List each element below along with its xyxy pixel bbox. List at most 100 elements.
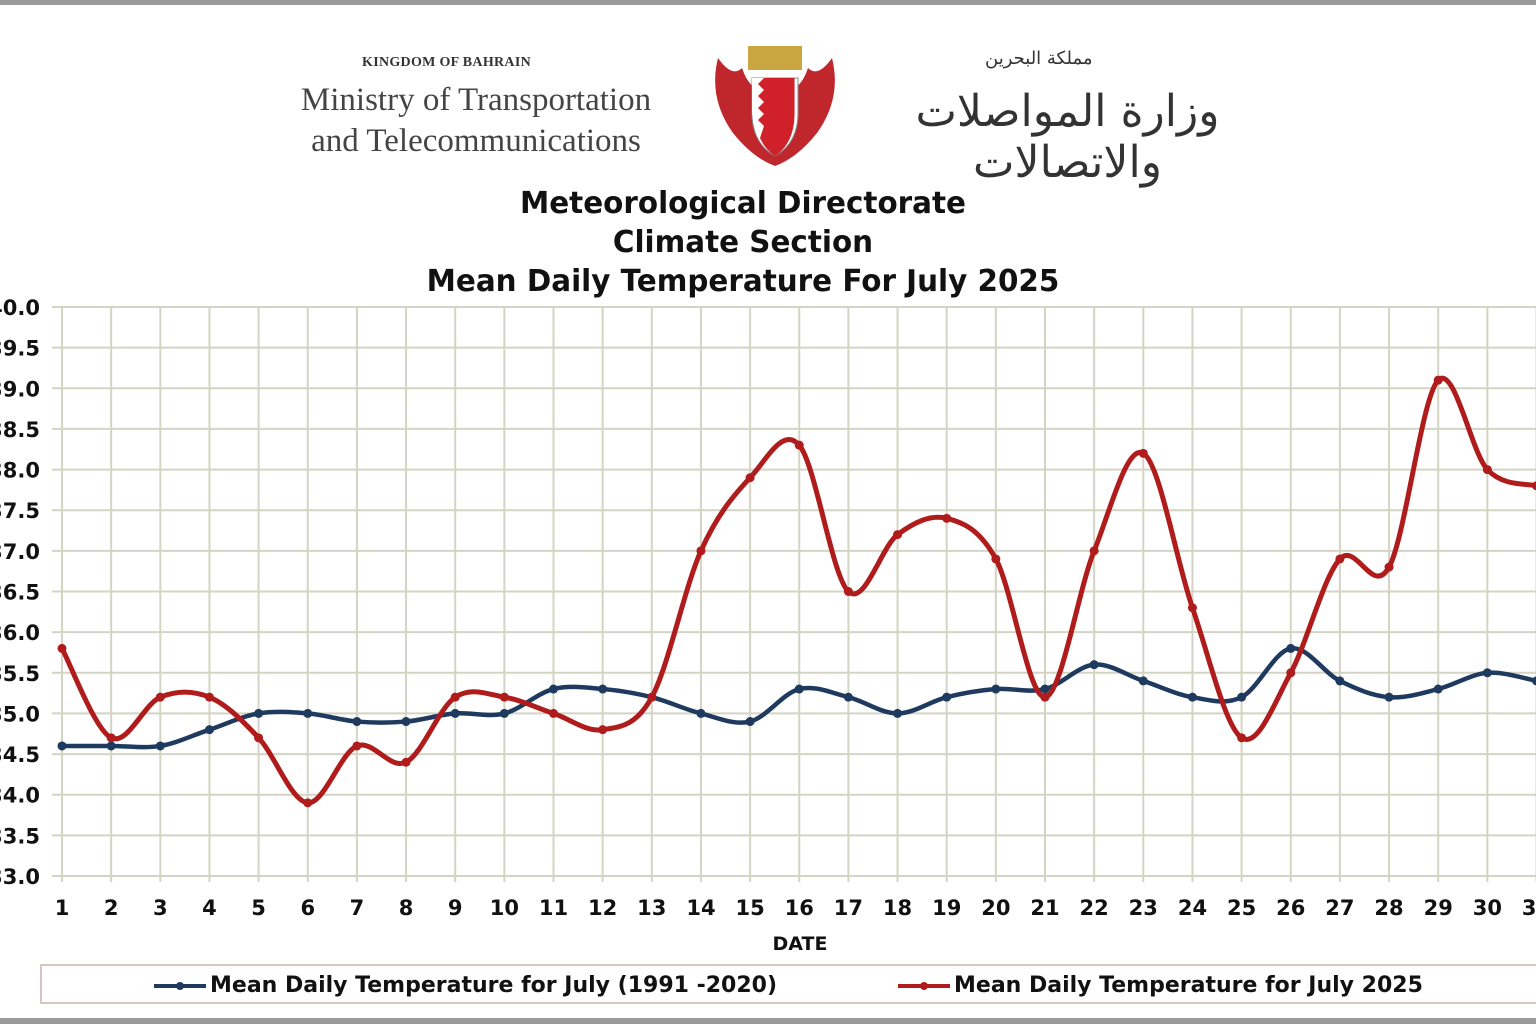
data-point-normal bbox=[696, 708, 706, 718]
x-tick-label: 5 bbox=[251, 896, 266, 920]
x-tick-label: 3 bbox=[153, 896, 168, 920]
data-point-normal bbox=[942, 692, 952, 702]
x-tick-label: 9 bbox=[448, 896, 463, 920]
data-point-2025 bbox=[696, 546, 706, 556]
data-point-2025 bbox=[450, 692, 460, 702]
data-point-normal bbox=[1286, 643, 1296, 653]
data-point-normal bbox=[1532, 676, 1536, 686]
y-tick-label: 38.5 bbox=[0, 418, 40, 442]
data-point-2025 bbox=[106, 733, 116, 743]
data-point-normal bbox=[843, 692, 853, 702]
x-tick-label: 6 bbox=[300, 896, 315, 920]
legend-label-2025: Mean Daily Temperature for July 2025 bbox=[954, 973, 1423, 998]
x-tick-label: 26 bbox=[1276, 896, 1305, 920]
data-point-normal bbox=[254, 708, 264, 718]
arabic-ministry-name: وزارة المواصلات والاتصالات bbox=[915, 86, 1220, 188]
data-point-normal bbox=[1138, 676, 1148, 686]
y-tick-label: 34.0 bbox=[0, 784, 40, 808]
data-point-2025 bbox=[1433, 375, 1443, 385]
x-tick-label: 25 bbox=[1227, 896, 1256, 920]
legend-item-normal: Mean Daily Temperature for July (1991 -2… bbox=[154, 973, 777, 998]
x-tick-label: 29 bbox=[1424, 896, 1453, 920]
y-tick-label: 35.5 bbox=[0, 662, 40, 686]
data-point-2025 bbox=[991, 554, 1001, 564]
x-tick-label: 20 bbox=[981, 896, 1010, 920]
chart-subtitle: Climate Section bbox=[612, 225, 874, 260]
x-tick-label: 28 bbox=[1374, 896, 1403, 920]
legend-marker-normal bbox=[154, 981, 206, 990]
data-point-normal bbox=[303, 708, 313, 718]
data-point-2025 bbox=[1482, 465, 1492, 475]
y-tick-label: 38.0 bbox=[0, 459, 40, 483]
x-tick-label: 2 bbox=[104, 896, 119, 920]
x-tick-label: 10 bbox=[490, 896, 519, 920]
x-tick-label: 8 bbox=[399, 896, 414, 920]
data-point-2025 bbox=[549, 708, 558, 718]
data-point-normal bbox=[155, 741, 165, 751]
data-point-normal bbox=[794, 684, 804, 694]
data-point-2025 bbox=[1532, 481, 1536, 491]
data-point-2025 bbox=[57, 643, 67, 653]
data-point-2025 bbox=[155, 692, 165, 702]
bottom-border bbox=[0, 1018, 1536, 1024]
data-point-normal bbox=[499, 708, 509, 718]
data-point-2025 bbox=[647, 692, 657, 702]
data-point-normal bbox=[893, 708, 903, 718]
y-tick-label: 33.5 bbox=[0, 824, 40, 848]
data-point-2025 bbox=[1286, 668, 1296, 678]
x-tick-label: 21 bbox=[1030, 896, 1059, 920]
y-tick-label: 37.5 bbox=[0, 499, 40, 523]
data-point-2025 bbox=[598, 725, 608, 735]
y-tick-label: 36.5 bbox=[0, 581, 40, 605]
x-tick-label: 31 bbox=[1522, 896, 1536, 920]
x-tick-label: 23 bbox=[1129, 896, 1158, 920]
data-point-2025 bbox=[843, 587, 853, 596]
data-point-2025 bbox=[942, 513, 952, 523]
data-point-normal bbox=[106, 741, 116, 751]
data-point-normal bbox=[204, 725, 214, 735]
x-tick-label: 7 bbox=[350, 896, 365, 920]
arabic-kingdom-label: مملكة البحرين bbox=[985, 48, 1093, 69]
data-point-normal bbox=[598, 684, 608, 694]
data-point-2025 bbox=[1237, 733, 1247, 743]
x-tick-label: 18 bbox=[883, 896, 912, 920]
data-point-normal bbox=[1384, 692, 1394, 702]
data-point-normal bbox=[57, 741, 67, 751]
data-point-2025 bbox=[1384, 562, 1394, 572]
x-tick-label: 12 bbox=[588, 896, 617, 920]
legend-marker-2025 bbox=[898, 981, 950, 990]
data-point-normal bbox=[1433, 684, 1443, 694]
data-point-normal bbox=[1089, 660, 1099, 670]
y-tick-label: 39.5 bbox=[0, 337, 40, 361]
legend: Mean Daily Temperature for July (1991 -2… bbox=[40, 964, 1536, 1004]
y-tick-label: 39.0 bbox=[0, 377, 40, 401]
data-point-normal bbox=[991, 684, 1001, 694]
y-tick-label: 40.0 bbox=[0, 296, 40, 320]
data-point-normal bbox=[549, 684, 558, 694]
x-tick-label: 16 bbox=[785, 896, 814, 920]
x-tick-label: 19 bbox=[932, 896, 961, 920]
y-tick-label: 35.0 bbox=[0, 702, 40, 726]
x-tick-label: 17 bbox=[834, 896, 863, 920]
x-tick-label: 27 bbox=[1325, 896, 1354, 920]
x-tick-label: 4 bbox=[202, 896, 217, 920]
top-border bbox=[0, 0, 1536, 5]
chart-titles: Meteorological Directorate Climate Secti… bbox=[0, 184, 1486, 301]
x-tick-label: 13 bbox=[637, 896, 666, 920]
x-tick-label: 30 bbox=[1473, 896, 1502, 920]
data-point-2025 bbox=[499, 692, 509, 702]
chart-subtitle-2: Mean Daily Temperature For July 2025 bbox=[426, 264, 1060, 299]
x-axis-label: DATE bbox=[773, 933, 828, 955]
data-point-normal bbox=[1040, 684, 1050, 694]
x-tick-label: 14 bbox=[686, 896, 715, 920]
data-point-normal bbox=[1335, 676, 1345, 686]
x-tick-label: 11 bbox=[539, 896, 568, 920]
data-point-2025 bbox=[1187, 603, 1197, 613]
data-point-2025 bbox=[254, 733, 264, 743]
x-tick-label: 15 bbox=[735, 896, 764, 920]
data-point-2025 bbox=[893, 530, 903, 540]
data-point-2025 bbox=[1089, 546, 1099, 556]
data-point-normal bbox=[1237, 692, 1247, 702]
legend-item-2025: Mean Daily Temperature for July 2025 bbox=[898, 973, 1423, 998]
